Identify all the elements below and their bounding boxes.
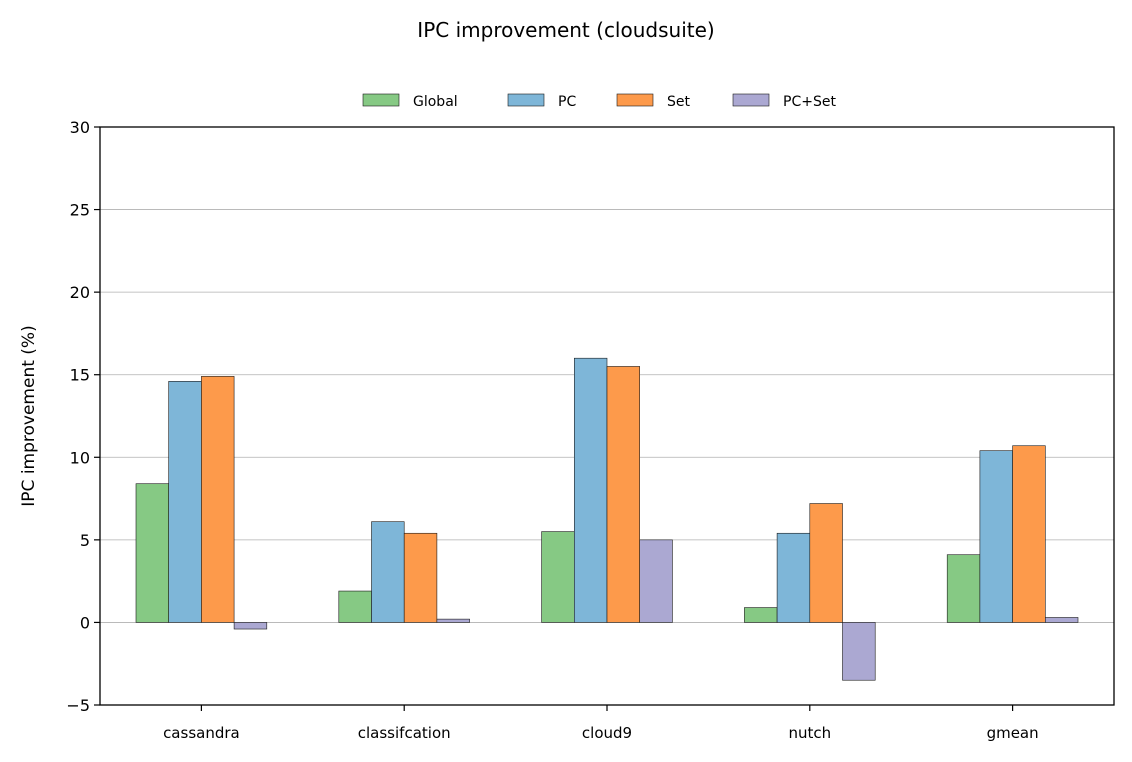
bar-pc-nutch <box>776 532 811 623</box>
x-tick-label: classifcation <box>358 724 451 742</box>
bar-pc-gmean <box>979 450 1013 623</box>
chart-title: IPC improvement (cloudsuite) <box>417 18 714 42</box>
bar-global-gmean <box>946 554 981 623</box>
bar-set-gmean <box>1012 445 1046 623</box>
bar-pc-cassandra <box>168 381 202 623</box>
bars <box>135 357 1079 681</box>
bar-pc-set-cassandra <box>233 622 268 630</box>
y-tick-label: 30 <box>70 118 90 137</box>
x-ticks: cassandra classifcation cloud9 nutch gmean <box>163 705 1039 742</box>
y-tick-label: 10 <box>70 448 90 467</box>
bar-pc-cloud9 <box>573 357 608 623</box>
legend-label: Set <box>667 94 691 110</box>
y-axis-label: IPC improvement (%) <box>19 325 39 506</box>
bar-global-cassandra <box>135 483 170 623</box>
legend-label: PC+Set <box>783 94 836 110</box>
bar-pc-set-nutch <box>842 622 876 681</box>
bar-set-classifcation <box>403 532 438 623</box>
y-tick-label: 0 <box>80 613 90 632</box>
legend-label: Global <box>413 94 458 110</box>
bar-global-cloud9 <box>541 531 575 623</box>
x-tick-label: nutch <box>788 724 831 742</box>
bar-global-classifcation <box>338 590 372 623</box>
bar-set-nutch <box>809 503 843 623</box>
bar-set-cassandra <box>201 376 235 623</box>
bar-pc-classifcation <box>371 521 405 623</box>
x-tick-label: cloud9 <box>582 724 632 742</box>
y-tick-label: 15 <box>70 366 90 385</box>
legend-swatch <box>362 93 400 107</box>
bar-pc-set-cloud9 <box>639 539 673 623</box>
legend: Global PC Set PC+Set <box>362 93 836 110</box>
y-tick-label: 25 <box>70 201 90 220</box>
bar-pc-set-classifcation <box>436 618 470 623</box>
legend-swatch <box>732 93 770 107</box>
y-tick-label: −5 <box>66 696 90 715</box>
x-tick-label: cassandra <box>163 724 240 742</box>
y-ticks: −5 0 5 10 15 20 25 30 <box>66 118 100 715</box>
y-tick-label: 5 <box>80 531 90 550</box>
x-tick-label: gmean <box>987 724 1039 742</box>
bar-set-cloud9 <box>606 366 641 623</box>
legend-label: PC <box>558 94 576 110</box>
legend-swatch <box>507 93 545 107</box>
bar-global-nutch <box>744 607 778 623</box>
y-tick-label: 20 <box>70 283 90 302</box>
legend-swatch <box>616 93 654 107</box>
bar-pc-set-gmean <box>1045 617 1079 623</box>
